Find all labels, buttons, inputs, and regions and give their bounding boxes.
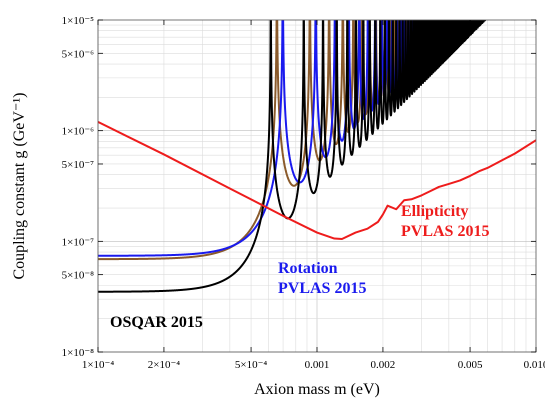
- series-line-osqar: [98, 20, 487, 293]
- label-rotation-line-1: Rotation: [278, 260, 338, 277]
- x-axis-label: Axion mass m (eV): [254, 381, 380, 398]
- y-tick-label: 5×10⁻⁷: [62, 159, 95, 171]
- y-tick-label: 5×10⁻⁸: [62, 270, 95, 282]
- x-tick-label: 0.002: [371, 359, 396, 371]
- ticks: [97, 19, 537, 353]
- y-tick-label: 1×10⁻⁶: [62, 126, 95, 138]
- label-ellipticity: Ellipticity PVLAS 2015: [401, 203, 489, 240]
- y-tick-label: 1×10⁻⁵: [62, 15, 95, 27]
- y-axis-label: Coupling constant g (GeV⁻¹): [11, 93, 28, 280]
- series-line-pvlas-rotation-brown: [98, 20, 461, 261]
- x-tick-label: 0.001: [305, 359, 330, 371]
- x-tick-label: 1×10⁻⁴: [82, 359, 115, 371]
- y-tick-label: 5×10⁻⁶: [62, 48, 95, 60]
- x-tick-label: 2×10⁻⁴: [148, 359, 181, 371]
- label-osqar: OSQAR 2015: [110, 314, 203, 331]
- label-ellipticity-line-1: Ellipticity: [401, 203, 469, 220]
- series-line-ellipticity: [98, 121, 536, 240]
- x-tick-label: 0.010: [524, 359, 545, 371]
- label-rotation: Rotation PVLAS 2015: [278, 260, 366, 297]
- series-lines: [98, 20, 536, 293]
- x-tick-label: 0.005: [458, 359, 483, 371]
- series-line-pvlas-rotation: [98, 20, 464, 257]
- y-tick-label: 1×10⁻⁷: [62, 236, 95, 248]
- tick-labels: 1×10⁻⁴ 2×10⁻⁴ 5×10⁻⁴ 0.001 0.002 0.005 0.010 1×…: [62, 15, 545, 371]
- label-ellipticity-line-2: PVLAS 2015: [401, 223, 489, 240]
- label-rotation-line-2: PVLAS 2015: [278, 280, 366, 297]
- y-tick-label: 1×10⁻⁸: [62, 347, 95, 359]
- x-tick-label: 5×10⁻⁴: [235, 359, 268, 371]
